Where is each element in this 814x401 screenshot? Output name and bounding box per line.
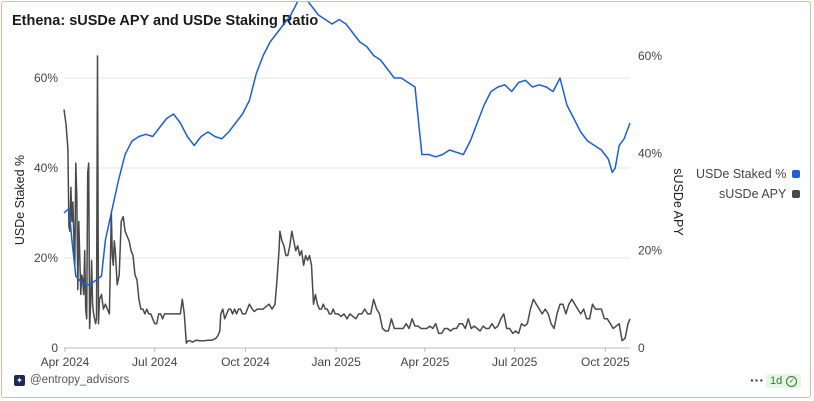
x-tick-label: Jul 2025 xyxy=(492,355,538,369)
y-left-tick-label: 40% xyxy=(34,161,58,175)
brand-logo-icon: ✦ xyxy=(14,374,25,386)
legend: USDe Staked % sUSDe APY xyxy=(696,164,801,204)
y-right-tick-label: 20% xyxy=(638,244,662,258)
y-left-tick-label: 0 xyxy=(51,341,58,355)
legend-label-apy: sUSDe APY xyxy=(718,187,787,201)
legend-item-staked[interactable]: USDe Staked % xyxy=(696,164,801,184)
x-tick-label: Jan 2025 xyxy=(311,355,361,369)
y-right-tick-label: 40% xyxy=(638,146,662,160)
footer-account[interactable]: ✦ @entropy_advisors xyxy=(14,374,129,386)
x-tick-label: Jul 2024 xyxy=(132,355,178,369)
y-left-axis-label: USDe Staked % xyxy=(13,155,27,245)
x-tick-label: Oct 2025 xyxy=(581,355,630,369)
account-handle: @entropy_advisors xyxy=(30,374,130,386)
y-right-tick-label: 60% xyxy=(638,49,662,63)
legend-item-apy[interactable]: sUSDe APY xyxy=(696,184,801,204)
more-options-icon[interactable]: ··· xyxy=(750,372,764,388)
interval-badge[interactable]: 1d ✓ xyxy=(766,374,802,388)
legend-swatch-apy xyxy=(792,190,801,198)
series-line-susde-apy xyxy=(63,55,631,344)
x-tick-label: Apr 2024 xyxy=(41,355,90,369)
y-right-tick-label: 0 xyxy=(638,341,645,355)
y-left-tick-label: 20% xyxy=(34,251,58,265)
legend-swatch-staked xyxy=(792,170,801,178)
y-left-tick-label: 60% xyxy=(34,71,58,85)
x-tick-label: Apr 2025 xyxy=(401,355,450,369)
chart-title: Ethena: sUSDe APY and USDe Staking Ratio xyxy=(12,13,319,29)
interval-label: 1d xyxy=(770,375,783,387)
series-line-usde-staked xyxy=(63,2,631,286)
check-circle-icon: ✓ xyxy=(786,375,798,387)
legend-label-staked: USDe Staked % xyxy=(696,167,787,181)
y-right-axis-label: sUSDe APY xyxy=(671,168,685,236)
x-tick-label: Oct 2024 xyxy=(221,355,270,369)
